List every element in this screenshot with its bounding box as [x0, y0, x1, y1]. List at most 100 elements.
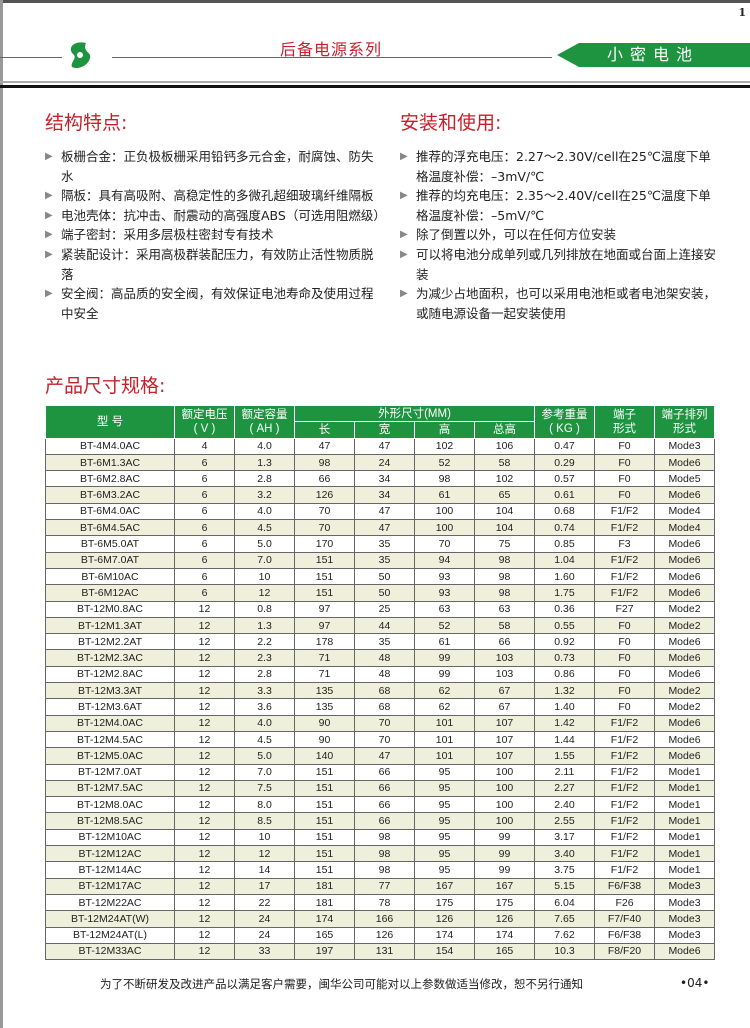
table-cell: 7.0	[234, 763, 295, 781]
table-cell: 12	[174, 747, 235, 765]
table-cell: Mode1	[654, 796, 715, 814]
top-border	[0, 0, 750, 3]
table-row: BT-12M2.3AC 12 2.3 71 48 99 103 0.73 F0 Mode6	[45, 649, 715, 667]
table-cell: 47	[354, 502, 415, 521]
table-cell: 50	[354, 567, 415, 586]
table-cell: 6	[174, 584, 235, 602]
table-cell: 12	[174, 600, 235, 618]
feature-item: ▶ 端子密封：采用多层极柱密封专有技术	[45, 225, 380, 245]
table-cell: 12	[174, 633, 235, 651]
table-cell: F1/F2	[594, 714, 655, 732]
table-cell: 99	[474, 861, 535, 879]
table-cell: Mode6	[654, 714, 715, 732]
installation-item: ▶ 推荐的浮充电压：2.27～2.30V/cell在25℃温度下单格温度补偿：–3…	[400, 149, 711, 184]
table-cell: 100	[474, 796, 535, 814]
table-cell: BT-12M17AC	[45, 877, 175, 895]
header-rule-thick	[0, 85, 750, 88]
table-cell: 99	[474, 828, 535, 847]
table-cell: 70	[414, 535, 475, 553]
table-cell: 6	[174, 535, 235, 553]
table-cell: 35	[354, 551, 415, 569]
table-cell: 6	[174, 453, 235, 472]
table-cell: F7/F40	[594, 910, 655, 928]
table-cell: 0.68	[534, 502, 595, 521]
table-cell: 2.8	[234, 665, 295, 684]
table-cell: 3.75	[534, 861, 595, 879]
bullet-triangle-icon: ▶	[45, 229, 53, 241]
table-cell: 44	[354, 616, 415, 635]
table-cell: 3.6	[234, 698, 295, 716]
installation-title: 安装和使用:	[400, 112, 502, 134]
table-cell: 97	[294, 600, 355, 618]
col-terminal: 端子 形式	[594, 405, 655, 439]
table-cell: BT-12M2.2AT	[45, 633, 175, 651]
table-row: BT-6M2.8AC 6 2.8 66 34 98 102 0.57 F0 Mode5	[45, 470, 715, 488]
table-cell: Mode1	[654, 861, 715, 879]
table-cell: 197	[294, 942, 355, 961]
table-cell: Mode4	[654, 519, 715, 537]
table-cell: 0.73	[534, 649, 595, 667]
table-cell: Mode6	[654, 535, 715, 553]
table-cell: 100	[414, 519, 475, 537]
table-cell: 151	[294, 763, 355, 781]
table-cell: F1/F2	[594, 584, 655, 602]
table-cell: 7.65	[534, 910, 595, 928]
table-cell: F1/F2	[594, 861, 655, 879]
table-cell: 0.85	[534, 535, 595, 553]
table-cell: 1.04	[534, 551, 595, 569]
table-row: BT-12M10AC 12 10 151 98 95 99 3.17 F1/F2 Mode1	[45, 828, 715, 847]
bullet-triangle-icon: ▶	[400, 288, 408, 300]
table-cell: Mode1	[654, 845, 715, 863]
table-cell: 0.92	[534, 633, 595, 651]
table-cell: 63	[474, 600, 535, 618]
table-cell: BT-12M24AT(L)	[45, 926, 175, 944]
features-list: ▶ 板栅合金：正负极板栅采用铅钙多元合金，耐腐蚀、防失水 ▶ 隔板：具有高吸附、高稳…	[45, 147, 386, 323]
table-cell: 151	[294, 828, 355, 847]
table-cell: 0.55	[534, 616, 595, 635]
table-cell: 25	[354, 600, 415, 618]
table-cell: 10	[234, 828, 295, 847]
table-cell: BT-12M2.8AC	[45, 665, 175, 684]
table-cell: 95	[414, 812, 475, 830]
table-row: BT-12M4.5AC 12 4.5 90 70 101 107 1.44 F1/F2 Mode6	[45, 730, 715, 749]
table-cell: 3.17	[534, 828, 595, 847]
table-cell: BT-12M0.8AC	[45, 600, 175, 618]
header-rule	[0, 81, 750, 83]
table-cell: 107	[474, 747, 535, 765]
table-cell: F1/F2	[594, 567, 655, 586]
specs-title: 产品尺寸规格:	[45, 375, 166, 397]
table-cell: 77	[354, 877, 415, 895]
table-row: BT-6M10AC 6 10 151 50 93 98 1.60 F1/F2 Mode6	[45, 567, 715, 586]
table-row: BT-6M4.5AC 6 4.5 70 47 100 104 0.74 F1/F2 Mode4	[45, 519, 715, 537]
table-cell: 0.36	[534, 600, 595, 618]
table-cell: BT-6M12AC	[45, 584, 175, 602]
table-cell: 0.57	[534, 470, 595, 488]
bullet-triangle-icon: ▶	[45, 288, 53, 300]
table-cell: 12	[234, 845, 295, 863]
table-cell: 167	[414, 877, 475, 895]
table-cell: 1.32	[534, 682, 595, 700]
table-cell: 1.60	[534, 567, 595, 586]
table-cell: 8.5	[234, 812, 295, 830]
table-cell: 47	[354, 747, 415, 765]
table-cell: 8.0	[234, 796, 295, 814]
table-row: BT-6M7.0AT 6 7.0 151 35 94 98 1.04 F1/F2 Mode6	[45, 551, 715, 569]
table-cell: BT-12M7.0AT	[45, 763, 175, 781]
table-cell: 10.3	[534, 942, 595, 961]
bullet-triangle-icon: ▶	[400, 190, 408, 202]
table-row: BT-12M24AT(W) 12 24 174 166 126 126 7.65 F7/F40 M…	[45, 910, 715, 928]
table-cell: BT-12M22AC	[45, 893, 175, 912]
table-cell: BT-12M2.3AC	[45, 649, 175, 667]
table-cell: BT-6M7.0AT	[45, 551, 175, 569]
table-cell: Mode3	[654, 893, 715, 912]
table-cell: 90	[294, 714, 355, 732]
table-cell: F6/F38	[594, 926, 655, 944]
table-cell: 6	[174, 470, 235, 488]
table-cell: 68	[354, 698, 415, 716]
table-cell: F0	[594, 453, 655, 472]
table-cell: 47	[354, 519, 415, 537]
table-cell: 6	[174, 519, 235, 537]
table-row: BT-6M3.2AC 6 3.2 126 34 61 65 0.61 F0 Mode6	[45, 486, 715, 504]
installation-item: ▶ 可以将电池分成单列或几列排放在地面或台面上连接安装	[400, 246, 717, 282]
feature-item: ▶ 隔板：具有高吸附、高稳定性的多微孔超细玻璃纤维隔板	[45, 186, 380, 206]
